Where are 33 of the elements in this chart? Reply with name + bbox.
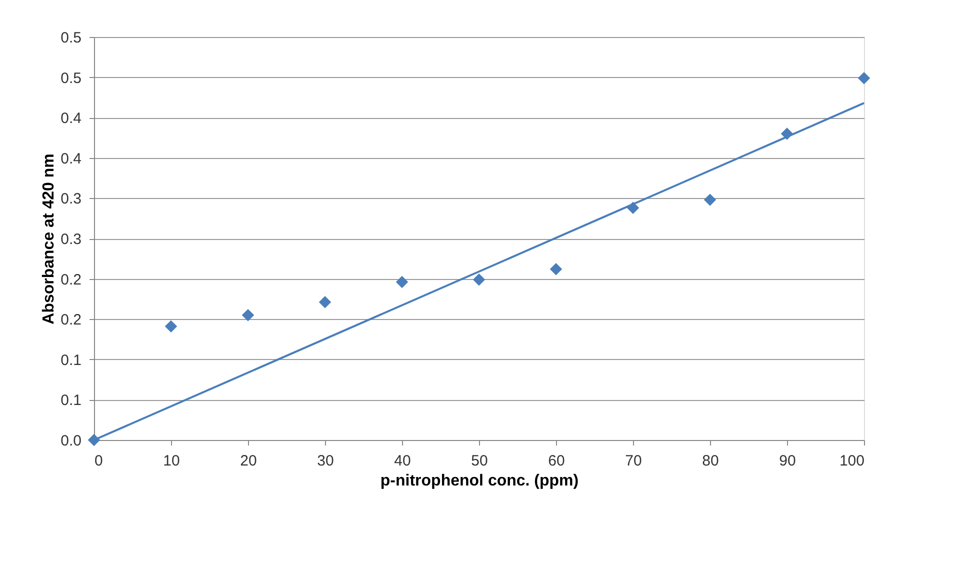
- x-tick-label: 50: [471, 452, 488, 470]
- point: [858, 72, 870, 84]
- x-tick-label: 30: [317, 452, 334, 470]
- y-tick-label: 0.2: [60, 312, 82, 329]
- point: [242, 308, 254, 322]
- y-tick-label: 0.4: [60, 110, 82, 128]
- point: [164, 320, 178, 332]
- y-axis-title: Absorbance at 420 nm: [40, 154, 58, 324]
- x-tick-label: 60: [548, 452, 565, 470]
- x-tick-label: 10: [163, 452, 180, 470]
- y-tick-label: 0.5: [60, 70, 82, 87]
- y-tick-label: 0.0: [60, 432, 82, 450]
- x-axis-title: p-nitrophenol conc. (ppm): [380, 472, 579, 490]
- x-tick-label: 20: [240, 452, 257, 470]
- point: [704, 194, 716, 206]
- x-tick-label: 90: [779, 452, 796, 470]
- point: [396, 276, 408, 288]
- y-tick-label: 0.4: [60, 150, 82, 168]
- y-tick-label: 0.1: [60, 392, 82, 410]
- x-tick-label: 100: [839, 452, 864, 470]
- y-tick-label: 0.5: [60, 30, 82, 46]
- x-tick-label: 80: [702, 452, 719, 470]
- point: [472, 273, 486, 286]
- y-tick-label: 0.3: [60, 231, 82, 248]
- x-tick-label: 40: [394, 452, 411, 470]
- y-tick-label: 0.1: [60, 352, 82, 369]
- y-tick-label: 0.3: [60, 190, 82, 208]
- point: [88, 434, 100, 446]
- y-tick-label: 0.2: [60, 271, 82, 288]
- x-tick-label: 0: [94, 452, 103, 470]
- point: [550, 263, 562, 276]
- point: [318, 296, 332, 308]
- x-tick-label: 70: [625, 452, 642, 470]
